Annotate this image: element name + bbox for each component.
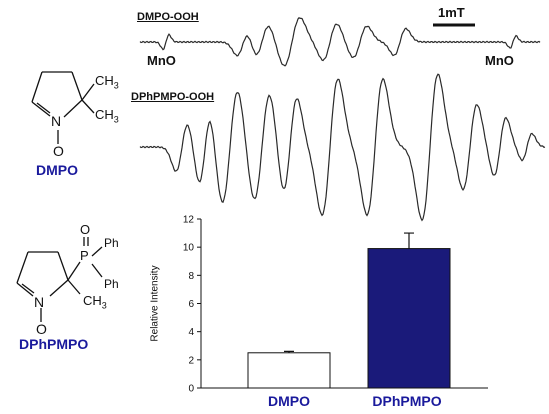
- scale-label: 1mT: [438, 5, 465, 20]
- epr-spectra: [139, 17, 546, 222]
- spectrum-top-title: DMPO-OOH: [137, 11, 199, 23]
- bar-dphpmpo: [367, 248, 451, 389]
- dmpo-name: DMPO: [36, 162, 78, 178]
- x-tick-label-dphpmpo: DPhPMPO: [372, 393, 442, 409]
- dphpmpo-phenyl-bottom: Ph: [104, 277, 119, 291]
- y-tick-label: 12: [183, 215, 195, 226]
- dphpmpo-phosphoryl-o: O: [80, 222, 91, 237]
- y-tick-label: 6: [188, 299, 194, 310]
- error-bar-dmpo: [284, 350, 294, 353]
- dphpmpo-name: DPhPMPO: [19, 336, 89, 352]
- y-axis-title: Relative Intensity: [149, 265, 161, 342]
- y-tick-label: 10: [183, 243, 195, 254]
- dphpmpo-methyl: CH3: [83, 293, 107, 311]
- marker-left: MnO: [147, 53, 176, 68]
- dphpmpo-atom-p: P: [80, 248, 89, 263]
- x-tick-label-dmpo: DMPO: [268, 393, 310, 409]
- dphpmpo-phenyl-top: Ph: [104, 236, 119, 250]
- dmpo-atom-o: O: [53, 143, 64, 159]
- dmpo-methyl-bottom: CH3: [95, 107, 119, 125]
- spectrum-bottom-title: DPhPMPO-OOH: [131, 91, 215, 103]
- dphpmpo-atom-o: O: [36, 321, 47, 337]
- dmpo-structure: [31, 71, 95, 144]
- spectrum-dmpo-ooh: [139, 17, 541, 67]
- y-tick-label: 0: [188, 384, 194, 395]
- dmpo-methyl-top: CH3: [95, 73, 119, 91]
- spectrum-dphpmpo-ooh: [139, 73, 546, 222]
- dphpmpo-structure: [16, 237, 103, 322]
- bar-chart: 0 2 4 6 8 10 12: [183, 215, 488, 395]
- error-bar-dphpmpo: [404, 232, 414, 249]
- y-tick-label: 2: [188, 355, 194, 366]
- y-tick-label: 8: [188, 271, 194, 282]
- dmpo-atom-n: N: [51, 113, 62, 129]
- marker-right: MnO: [485, 53, 514, 68]
- dphpmpo-atom-n: N: [34, 294, 45, 310]
- y-tick-label: 4: [188, 327, 194, 338]
- bar-dmpo: [247, 352, 331, 389]
